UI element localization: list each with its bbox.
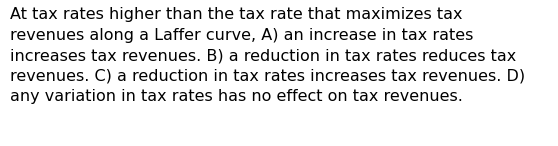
Text: At tax rates higher than the tax rate that maximizes tax
revenues along a Laffer: At tax rates higher than the tax rate th… xyxy=(10,7,525,104)
